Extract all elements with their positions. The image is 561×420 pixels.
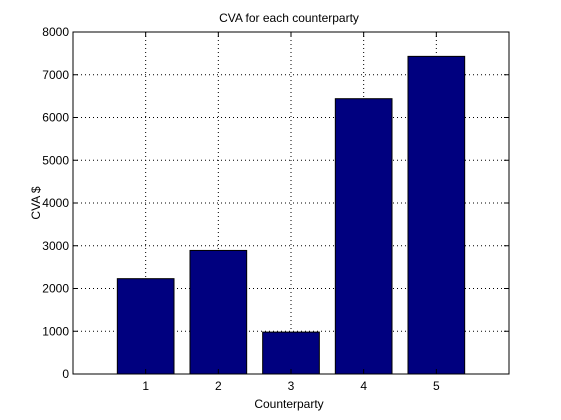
x-tick-label: 2 (215, 379, 222, 393)
y-tick-label: 7000 (42, 68, 69, 82)
bar-counterparty-2 (189, 249, 248, 375)
y-tick-label: 6000 (42, 111, 69, 125)
axis-ticks (73, 31, 509, 375)
bar-counterparty-4 (334, 98, 393, 375)
bar-counterparty-5 (407, 55, 466, 375)
y-tick-label: 1000 (42, 324, 69, 338)
bars (116, 55, 466, 375)
bar-counterparty-1 (116, 278, 175, 375)
x-axis-tick-labels: 1 2 3 4 5 (142, 379, 440, 393)
y-axis-label: CVA $ (29, 186, 43, 219)
y-tick-label: 2000 (42, 282, 69, 296)
y-axis-tick-labels: 0 1000 2000 3000 4000 5000 6000 7000 8000 (42, 25, 69, 381)
y-tick-label: 4000 (42, 196, 69, 210)
x-tick-label: 5 (433, 379, 440, 393)
x-axis-label: Counterparty (254, 397, 323, 411)
y-tick-label: 8000 (42, 25, 69, 39)
x-tick-label: 4 (360, 379, 367, 393)
y-tick-label: 5000 (42, 153, 69, 167)
x-tick-label: 3 (288, 379, 295, 393)
y-tick-label: 0 (62, 367, 69, 381)
bar-counterparty-3 (262, 331, 320, 375)
y-tick-label: 3000 (42, 239, 69, 253)
chart-title: CVA for each counterparty (219, 11, 359, 25)
x-tick-label: 1 (142, 379, 149, 393)
